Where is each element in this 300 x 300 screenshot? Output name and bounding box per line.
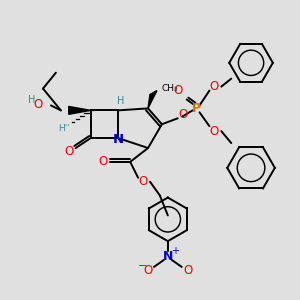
Text: O: O (99, 155, 108, 168)
Text: O: O (178, 108, 187, 121)
Text: O: O (64, 146, 74, 158)
Text: O: O (33, 98, 43, 111)
Text: O: O (183, 264, 192, 278)
Text: H: H (117, 97, 124, 106)
Polygon shape (148, 91, 157, 108)
Text: N: N (163, 250, 173, 263)
Text: P: P (192, 102, 201, 115)
Text: O: O (143, 264, 153, 278)
Text: H'': H'' (58, 124, 70, 133)
Text: −: − (137, 261, 147, 271)
Text: O: O (173, 84, 182, 97)
Text: H: H (28, 95, 36, 106)
Text: CH₃: CH₃ (162, 84, 178, 93)
Text: +: + (171, 246, 179, 256)
Text: O: O (138, 175, 148, 188)
Polygon shape (69, 106, 91, 114)
Text: O: O (210, 125, 219, 138)
Text: O: O (210, 80, 219, 93)
Text: N: N (113, 133, 124, 146)
